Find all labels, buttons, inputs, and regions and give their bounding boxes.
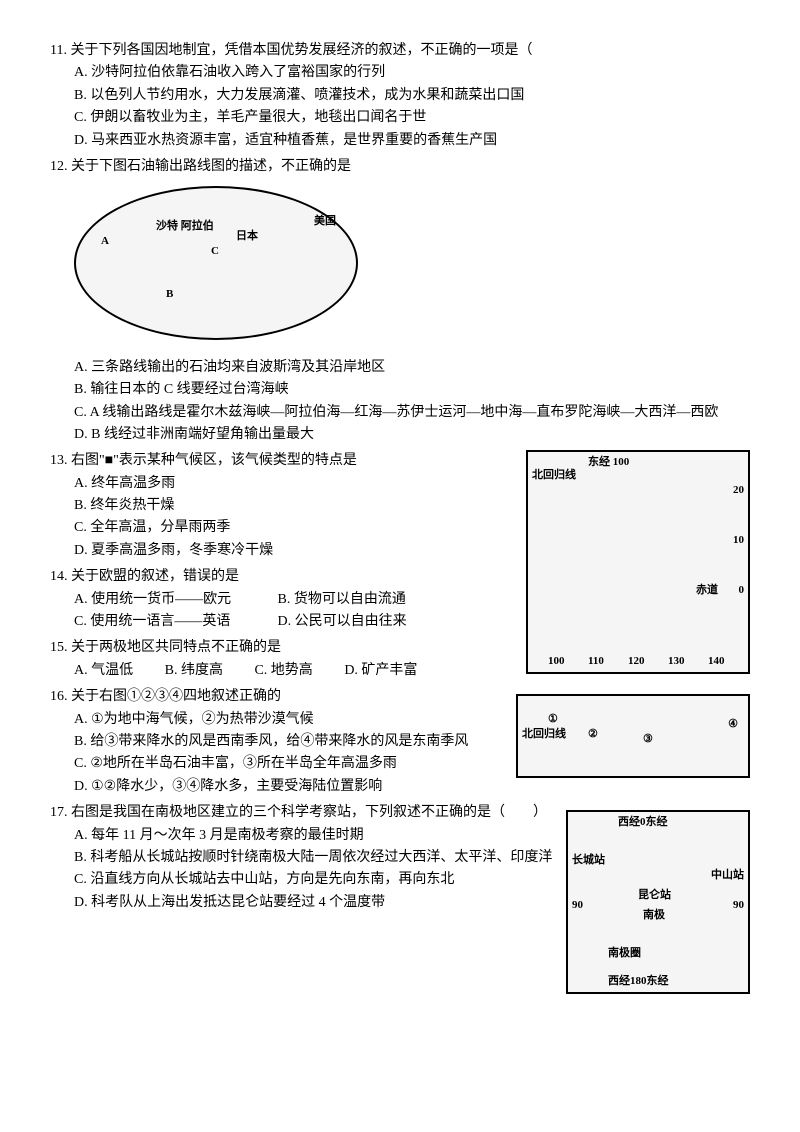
map-label-usa: 美国: [314, 213, 336, 231]
q12-world-map: 沙特 阿拉伯 日本 美国 A B C: [74, 186, 358, 340]
map13-0: 0: [739, 582, 745, 600]
map13-e120: 120: [628, 653, 645, 671]
q15-option-b: B. 纬度高: [165, 660, 223, 682]
map-label-c: C: [211, 243, 219, 261]
q13-sea-map: 东经 100 北回归线 20 10 赤道 0 100 110 120 130 1…: [526, 450, 750, 674]
q12-option-b: B. 输往日本的 C 线要经过台湾海峡: [50, 379, 750, 401]
q11-option-b: B. 以色列人节约用水，大力发展滴灌、喷灌技术，成为水果和蔬菜出口国: [50, 85, 750, 107]
map16-4: ④: [728, 716, 738, 734]
q17-antarctica-map: 西经0东经 长城站 中山站 昆仑站 南极 南极圈 90 90 西经180东经: [566, 810, 750, 994]
map-label-japan: 日本: [236, 228, 258, 246]
map17-top: 西经0东经: [618, 814, 668, 832]
map17-nj: 南极: [643, 907, 665, 925]
question-11: 11. 关于下列各国因地制宜，凭借本国优势发展经济的叙述，不正确的一项是（ A.…: [50, 40, 750, 152]
question-12: 12. 关于下图石油输出路线图的描述，不正确的是 沙特 阿拉伯 日本 美国 A …: [50, 156, 750, 446]
map17-kl: 昆仑站: [638, 887, 671, 905]
q11-stem: 11. 关于下列各国因地制宜，凭借本国优势发展经济的叙述，不正确的一项是（: [50, 40, 750, 62]
q12-option-c: C. A 线输出路线是霍尔木兹海峡—阿拉伯海—红海—苏伊士运河—地中海—直布罗陀…: [74, 402, 750, 424]
map17-90l: 90: [572, 897, 583, 915]
q16-option-d: D. ①②降水少，③④降水多，主要受海陆位置影响: [50, 776, 750, 798]
map-label-a: A: [101, 233, 109, 251]
q15-option-d: D. 矿产丰富: [344, 660, 417, 682]
map13-eq: 赤道: [696, 582, 718, 600]
map16-1: ①: [548, 711, 558, 729]
q12-stem: 12. 关于下图石油输出路线图的描述，不正确的是: [50, 156, 750, 178]
map13-20: 20: [733, 482, 744, 500]
map17-zs: 中山站: [711, 867, 744, 885]
q12-option-a: A. 三条路线输出的石油均来自波斯湾及其沿岸地区: [50, 357, 750, 379]
map13-top: 东经 100: [588, 454, 629, 472]
q11-option-a: A. 沙特阿拉伯依靠石油收入跨入了富裕国家的行列: [50, 62, 750, 84]
q14-option-d: D. 公民可以自由往来: [278, 611, 478, 633]
map17-90r: 90: [733, 897, 744, 915]
map16-2: ②: [588, 726, 598, 744]
map13-e100: 100: [548, 653, 565, 671]
map13-e110: 110: [588, 653, 604, 671]
map16-tropic: 北回归线: [522, 726, 566, 744]
q15-option-a: A. 气温低: [74, 660, 133, 682]
q14-option-a: A. 使用统一货币——欧元: [74, 589, 274, 611]
map13-10: 10: [733, 532, 744, 550]
q11-option-d: D. 马来西亚水热资源丰富，适宜种植香蕉，是世界重要的香蕉生产国: [50, 130, 750, 152]
map-label-b: B: [166, 286, 173, 304]
map17-circle: 南极圈: [608, 945, 641, 963]
map17-bottom: 西经180东经: [608, 973, 669, 991]
q12-option-d: D. B 线经过非洲南端好望角输出量最大: [50, 424, 750, 446]
map16-3: ③: [643, 731, 653, 749]
q15-option-c: C. 地势高: [254, 660, 312, 682]
map17-cc: 长城站: [572, 852, 605, 870]
q11-option-c: C. 伊朗以畜牧业为主，羊毛产量很大，地毯出口闻名于世: [50, 107, 750, 129]
q14-option-b: B. 货物可以自由流通: [278, 589, 478, 611]
map-label-saudi: 沙特 阿拉伯: [156, 218, 214, 236]
q16-asia-map: 北回归线 ① ② ③ ④: [516, 694, 750, 778]
q14-option-c: C. 使用统一语言——英语: [74, 611, 274, 633]
map13-e130: 130: [668, 653, 685, 671]
map13-e140: 140: [708, 653, 725, 671]
map13-tropic: 北回归线: [532, 467, 576, 485]
